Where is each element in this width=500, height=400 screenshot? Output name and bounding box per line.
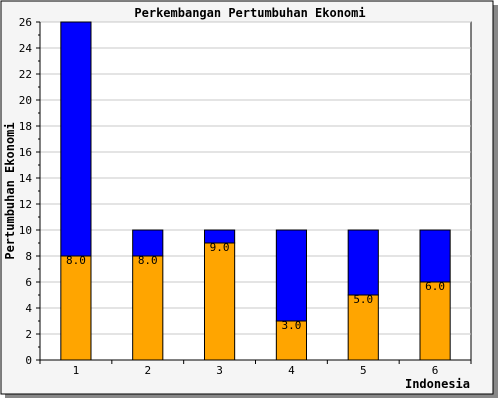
- data-label: 9.0: [210, 241, 230, 254]
- y-tick-label: 20: [19, 94, 32, 107]
- bar-segment: [132, 229, 164, 257]
- bar-segment: [60, 255, 92, 361]
- y-tick-label: 26: [19, 16, 32, 29]
- y-tick-label: 16: [19, 146, 32, 159]
- bar-segment: [347, 229, 379, 296]
- y-tick-label: 24: [19, 42, 33, 55]
- x-tick-label: 2: [144, 364, 151, 377]
- bar-segment: [203, 229, 236, 244]
- data-label: 3.0: [281, 319, 301, 332]
- y-tick-label: 4: [25, 302, 32, 315]
- bar-segment: [203, 242, 236, 361]
- bar-segment: [347, 294, 379, 361]
- x-tick-label: 4: [288, 364, 295, 377]
- y-tick-label: 14: [19, 172, 33, 185]
- bar-segment: [419, 229, 451, 283]
- y-tick-label: 0: [25, 354, 32, 367]
- chart-title: Perkembangan Pertumbuhan Ekonomi: [134, 6, 365, 20]
- plot-area: [39, 21, 472, 361]
- bar-segment: [60, 21, 92, 257]
- bar-segment: [419, 281, 451, 361]
- x-axis-label: Indonesia: [405, 377, 470, 391]
- y-tick-label: 12: [19, 198, 32, 211]
- data-label: 8.0: [138, 254, 158, 267]
- x-tick-label: 1: [73, 364, 80, 377]
- bars: [60, 21, 451, 361]
- data-label: 6.0: [425, 280, 445, 293]
- grid-lines: [40, 21, 471, 335]
- y-tick-label: 10: [19, 224, 32, 237]
- y-tick-label: 2: [25, 328, 32, 341]
- y-tick-label: 6: [25, 276, 32, 289]
- data-label: 5.0: [353, 293, 373, 306]
- y-tick-label: 18: [19, 120, 32, 133]
- y-axis-label: Pertumbuhan Ekonomi: [3, 122, 17, 259]
- x-tick-label: 6: [432, 364, 439, 377]
- x-tick-label: 5: [360, 364, 367, 377]
- data-labels: 8.0 8.0 9.0 3.0 5.0 6.0: [66, 241, 445, 332]
- bar-segment: [275, 229, 308, 322]
- bar-segment: [132, 255, 164, 361]
- data-label: 8.0: [66, 254, 86, 267]
- y-tick-label: 8: [25, 250, 32, 263]
- y-tick-label: 22: [19, 68, 32, 81]
- x-tick-label: 3: [216, 364, 223, 377]
